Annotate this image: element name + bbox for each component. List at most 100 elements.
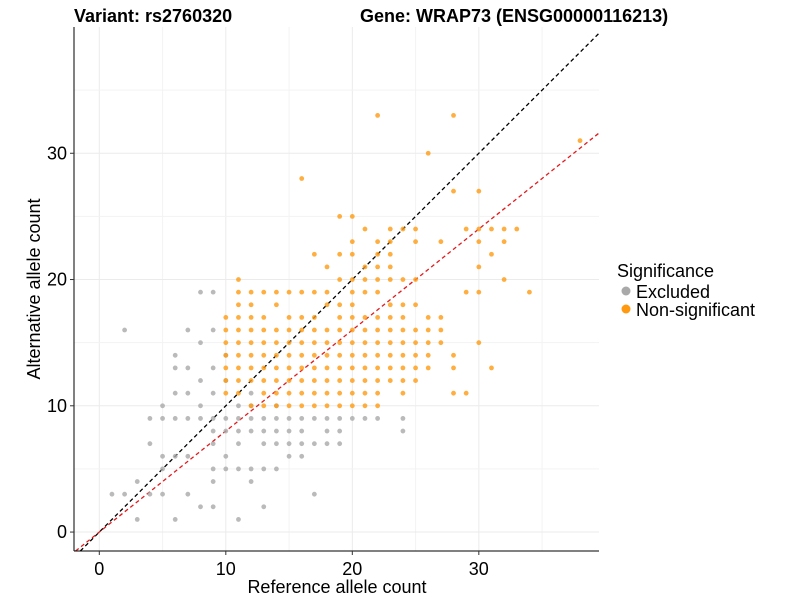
data-point-excluded <box>160 466 165 472</box>
data-point-non-significant <box>362 315 368 320</box>
data-point-non-significant <box>286 378 292 383</box>
data-point-non-significant <box>236 365 241 371</box>
data-point-non-significant <box>286 365 292 371</box>
data-point-non-significant <box>311 403 317 409</box>
data-point-non-significant <box>349 352 355 358</box>
data-point-excluded <box>299 428 305 434</box>
data-point-excluded <box>160 416 165 421</box>
y-tick-label: 30 <box>47 143 67 163</box>
data-point-non-significant <box>337 365 343 371</box>
data-point-excluded <box>261 428 267 434</box>
data-point-non-significant <box>299 403 305 409</box>
data-point-non-significant <box>236 340 241 346</box>
data-point-non-significant <box>400 378 406 383</box>
grid-lines <box>74 27 599 551</box>
data-point-non-significant <box>362 378 368 383</box>
data-point-non-significant <box>425 150 431 156</box>
data-point-excluded <box>172 390 178 396</box>
data-point-non-significant <box>274 327 279 333</box>
x-axis-ticks: 0 10 20 30 <box>94 551 489 579</box>
data-point-non-significant <box>451 390 456 396</box>
data-point-non-significant <box>324 340 330 346</box>
data-point-non-significant <box>337 315 343 320</box>
data-point-non-significant <box>248 352 254 358</box>
data-point-non-significant <box>337 302 343 308</box>
data-point-non-significant <box>463 390 469 396</box>
data-point-non-significant <box>248 315 254 320</box>
data-point-non-significant <box>375 264 381 270</box>
data-point-excluded <box>375 416 381 421</box>
data-point-excluded <box>362 416 368 421</box>
data-point-non-significant <box>337 390 343 396</box>
data-point-excluded <box>210 327 216 333</box>
reference-line-ratio <box>75 132 600 552</box>
data-point-non-significant <box>425 352 431 358</box>
data-point-non-significant <box>248 302 254 308</box>
data-point-non-significant <box>311 289 317 295</box>
data-point-excluded <box>210 390 216 396</box>
data-point-excluded <box>172 352 178 358</box>
data-point-non-significant <box>261 365 267 371</box>
data-point-excluded <box>198 378 203 383</box>
data-point-excluded <box>210 428 216 434</box>
data-point-non-significant <box>400 277 406 282</box>
data-point-non-significant <box>324 264 330 270</box>
data-point-non-significant <box>387 378 393 383</box>
data-point-non-significant <box>337 403 343 409</box>
reference-line-diagonal <box>79 32 600 552</box>
data-point-excluded <box>198 340 203 346</box>
data-point-excluded <box>210 365 216 371</box>
data-point-excluded <box>236 517 241 522</box>
data-point-excluded <box>299 453 305 459</box>
data-point-non-significant <box>387 365 393 371</box>
data-point-excluded <box>160 491 165 497</box>
data-point-non-significant <box>413 302 418 308</box>
data-point-excluded <box>349 416 355 421</box>
data-point-excluded <box>311 416 317 421</box>
data-point-non-significant <box>337 378 343 383</box>
data-point-non-significant <box>489 251 494 257</box>
data-point-non-significant <box>286 327 292 333</box>
data-point-non-significant <box>261 352 267 358</box>
data-point-non-significant <box>349 390 355 396</box>
y-tick-label: 10 <box>47 396 67 416</box>
data-point-non-significant <box>413 277 418 282</box>
data-point-non-significant <box>400 365 406 371</box>
data-point-non-significant <box>236 315 241 320</box>
data-point-non-significant <box>362 277 368 282</box>
data-point-non-significant <box>400 352 406 358</box>
data-point-excluded <box>286 428 292 434</box>
data-point-non-significant <box>413 340 418 346</box>
data-point-non-significant <box>425 365 431 371</box>
data-point-excluded <box>172 453 178 459</box>
data-point-non-significant <box>311 378 317 383</box>
data-point-non-significant <box>274 302 279 308</box>
data-point-non-significant <box>236 327 241 333</box>
data-point-non-significant <box>400 302 406 308</box>
data-point-excluded <box>248 466 254 472</box>
data-point-excluded <box>134 479 140 484</box>
data-point-non-significant <box>387 302 393 308</box>
data-point-excluded <box>210 289 216 295</box>
data-point-non-significant <box>375 365 381 371</box>
data-point-non-significant <box>236 289 241 295</box>
data-point-excluded <box>198 416 203 421</box>
legend-label-non-significant: Non-significant <box>636 300 755 320</box>
data-point-non-significant <box>274 352 279 358</box>
data-point-non-significant <box>299 340 305 346</box>
y-tick-label: 20 <box>47 270 67 290</box>
data-point-non-significant <box>438 327 444 333</box>
data-point-excluded <box>172 365 178 371</box>
data-point-non-significant <box>489 226 494 232</box>
data-point-excluded <box>147 491 153 497</box>
x-tick-label: 10 <box>216 559 236 579</box>
data-point-non-significant <box>400 226 406 232</box>
x-tick-label: 0 <box>94 559 104 579</box>
data-point-non-significant <box>261 289 267 295</box>
data-point-non-significant <box>248 327 254 333</box>
data-point-excluded <box>210 416 216 421</box>
data-point-non-significant <box>324 289 330 295</box>
data-point-non-significant <box>362 403 368 409</box>
data-point-non-significant <box>501 239 507 245</box>
data-point-non-significant <box>349 277 355 282</box>
